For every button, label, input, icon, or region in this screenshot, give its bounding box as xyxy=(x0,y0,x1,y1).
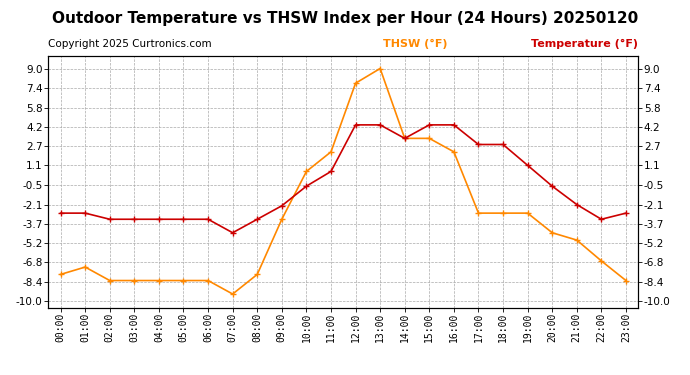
Text: THSW (°F): THSW (°F) xyxy=(383,39,447,50)
Text: Outdoor Temperature vs THSW Index per Hour (24 Hours) 20250120: Outdoor Temperature vs THSW Index per Ho… xyxy=(52,11,638,26)
Text: Copyright 2025 Curtronics.com: Copyright 2025 Curtronics.com xyxy=(48,39,212,50)
Text: Temperature (°F): Temperature (°F) xyxy=(531,39,638,50)
